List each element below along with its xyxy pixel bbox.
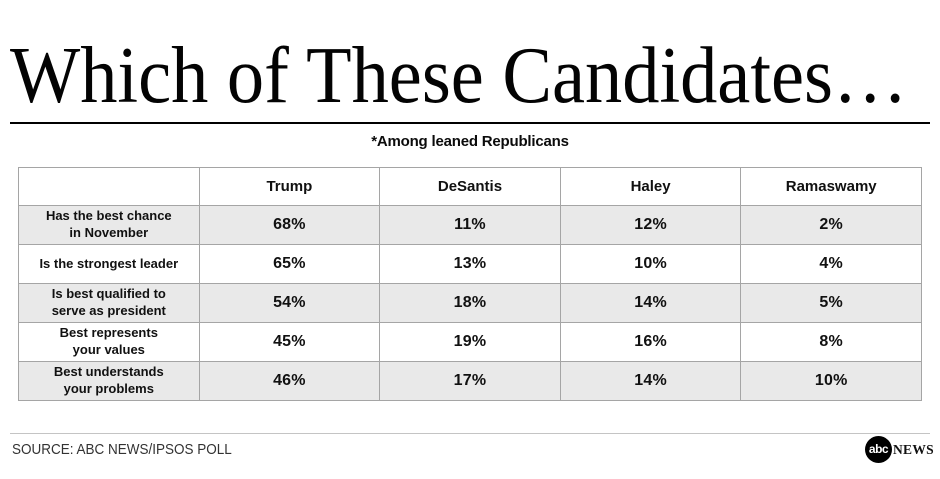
column-header-trump: Trump <box>198 167 381 206</box>
table-cell: 10% <box>740 361 922 401</box>
table-cell: 5% <box>740 283 922 323</box>
row-label: Best represents your values <box>18 322 200 362</box>
column-header-ramaswamy: Ramaswamy <box>740 167 922 206</box>
corner-cell <box>18 167 200 206</box>
abc-logo-icon: abc <box>865 436 892 463</box>
source-credit: SOURCE: ABC NEWS/IPSOS POLL <box>12 441 232 458</box>
table-row: Best understands your problems 46% 17% 1… <box>18 361 922 401</box>
table-cell: 17% <box>379 361 561 401</box>
table-cell: 11% <box>379 205 561 245</box>
table-cell: 45% <box>198 322 381 362</box>
table-row: Is best qualified to serve as president … <box>18 283 922 323</box>
abc-news-wordmark: NEWS <box>893 441 934 457</box>
table-cell: 14% <box>559 361 742 401</box>
table-cell: 65% <box>198 244 381 284</box>
table-cell: 68% <box>198 205 381 245</box>
title-divider <box>10 122 930 124</box>
table-cell: 10% <box>559 244 742 284</box>
table-row: Is the strongest leader 65% 13% 10% 4% <box>18 244 922 284</box>
table-cell: 4% <box>740 244 922 284</box>
column-header-desantis: DeSantis <box>379 167 561 206</box>
table-cell: 14% <box>559 283 742 323</box>
row-label: Is best qualified to serve as president <box>18 283 200 323</box>
row-label: Has the best chance in November <box>18 205 200 245</box>
table-cell: 13% <box>379 244 561 284</box>
table-cell: 12% <box>559 205 742 245</box>
column-header-haley: Haley <box>559 167 742 206</box>
row-label: Best understands your problems <box>18 361 200 401</box>
header-row: Trump DeSantis Haley Ramaswamy <box>18 167 922 206</box>
table-cell: 54% <box>198 283 381 323</box>
abc-news-logo: abc NEWS <box>865 436 934 463</box>
table-row: Has the best chance in November 68% 11% … <box>18 205 922 245</box>
table-cell: 46% <box>198 361 381 401</box>
row-label: Is the strongest leader <box>18 244 200 284</box>
poll-results-table: Trump DeSantis Haley Ramaswamy Has the b… <box>18 167 922 401</box>
table-row: Best represents your values 45% 19% 16% … <box>18 322 922 362</box>
page-title: Which of These Candidates… <box>10 32 908 120</box>
table-cell: 18% <box>379 283 561 323</box>
table-cell: 19% <box>379 322 561 362</box>
subtitle-note: *Among leaned Republicans <box>371 133 569 150</box>
table-cell: 2% <box>740 205 922 245</box>
footer-divider <box>10 433 930 434</box>
table-cell: 16% <box>559 322 742 362</box>
table-cell: 8% <box>740 322 922 362</box>
